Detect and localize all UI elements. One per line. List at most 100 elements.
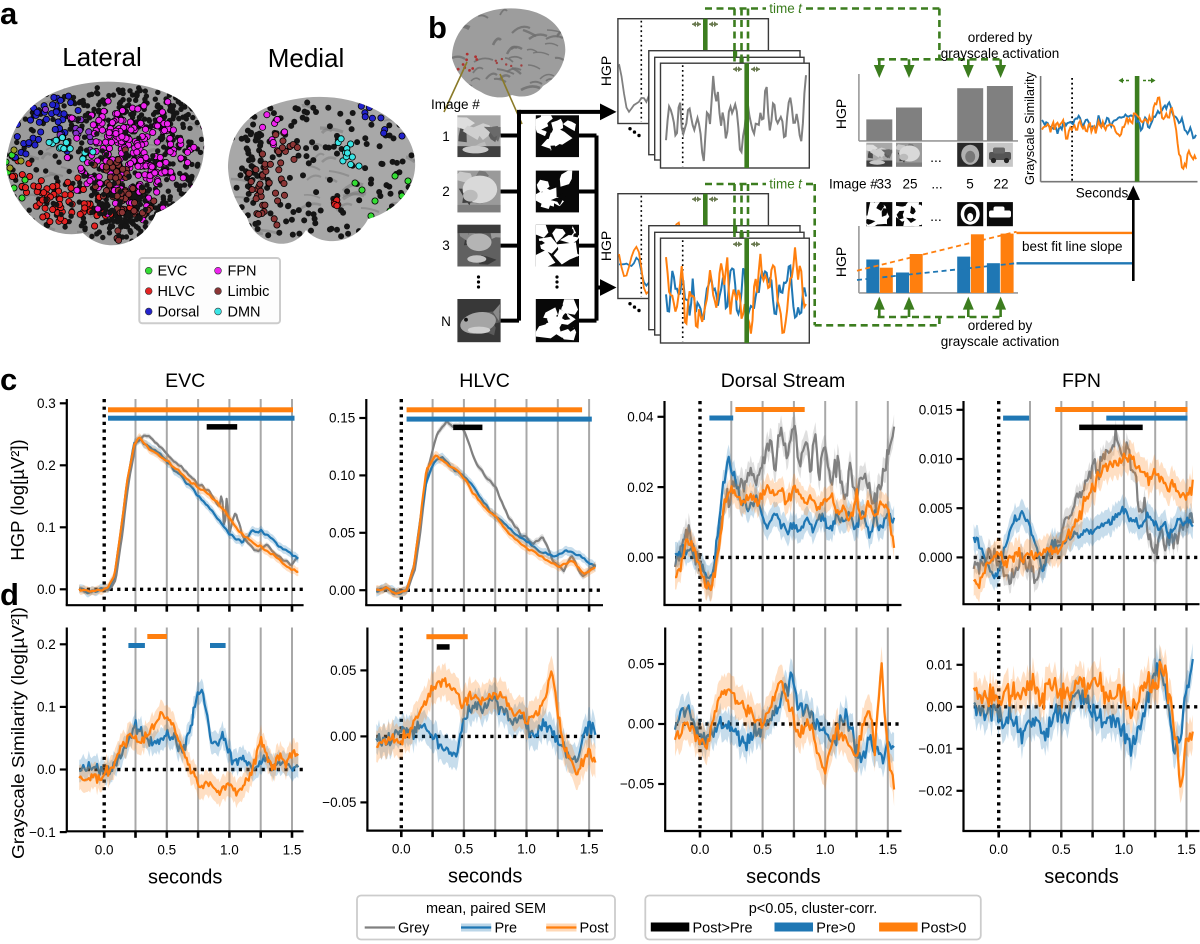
svg-text:−0.02: −0.02 — [918, 784, 952, 799]
svg-text:d: d — [0, 577, 19, 612]
svg-text:Grey: Grey — [398, 921, 430, 937]
svg-text:0.00: 0.00 — [627, 550, 653, 565]
svg-text:ordered by: ordered by — [968, 30, 1033, 45]
svg-text:0.05: 0.05 — [330, 663, 356, 678]
svg-text:−0.05: −0.05 — [322, 795, 356, 810]
svg-text:Post: Post — [580, 921, 609, 937]
svg-text:2: 2 — [442, 184, 450, 199]
svg-text:−0.1: −0.1 — [29, 825, 56, 840]
svg-text:...: ... — [930, 208, 942, 224]
svg-text:EVC: EVC — [165, 370, 205, 392]
svg-text:0.0: 0.0 — [691, 842, 710, 857]
svg-text:Dorsal: Dorsal — [158, 305, 200, 321]
svg-text:0.0: 0.0 — [392, 842, 411, 857]
svg-text:0.05: 0.05 — [329, 526, 355, 541]
svg-text:Dorsal Stream: Dorsal Stream — [721, 370, 846, 392]
svg-text:HGP: HGP — [598, 231, 614, 261]
svg-text:0.000: 0.000 — [919, 550, 953, 565]
svg-text:0.00: 0.00 — [926, 700, 952, 715]
svg-text:5: 5 — [966, 177, 974, 192]
svg-text:0.010: 0.010 — [919, 452, 953, 467]
svg-text:HLVC: HLVC — [459, 370, 510, 392]
svg-text:1.5: 1.5 — [878, 842, 897, 857]
svg-text:3: 3 — [442, 238, 450, 253]
svg-text:HGP: HGP — [833, 247, 849, 277]
svg-text:0.00: 0.00 — [330, 729, 356, 744]
svg-text:Image #: Image # — [829, 177, 878, 192]
svg-text:0.2: 0.2 — [37, 458, 56, 473]
svg-text:Grayscale Similarity (log[µV²]: Grayscale Similarity (log[µV²]) — [8, 607, 28, 859]
svg-text:0.0: 0.0 — [37, 582, 56, 597]
svg-text:Medial: Medial — [268, 43, 345, 73]
svg-text:1.5: 1.5 — [1177, 842, 1196, 857]
svg-text:1.0: 1.0 — [1115, 842, 1134, 857]
svg-text:0.015: 0.015 — [919, 403, 953, 418]
svg-text:1.5: 1.5 — [283, 842, 302, 857]
svg-text:0.5: 0.5 — [157, 842, 176, 857]
svg-text:−0.01: −0.01 — [918, 742, 952, 757]
svg-text:0.5: 0.5 — [1052, 842, 1071, 857]
svg-text:1.5: 1.5 — [580, 842, 599, 857]
svg-text:0.00: 0.00 — [628, 717, 654, 732]
svg-text:DMN: DMN — [228, 305, 261, 321]
svg-text:0.15: 0.15 — [329, 411, 355, 426]
svg-text:a: a — [0, 0, 18, 31]
svg-text:Seconds: Seconds — [1076, 186, 1129, 201]
svg-text:Grayscale Similarity: Grayscale Similarity — [1022, 72, 1037, 185]
svg-text:FPN: FPN — [1062, 370, 1101, 392]
svg-text:0.1: 0.1 — [37, 700, 56, 715]
svg-text:HGP: HGP — [598, 56, 614, 86]
svg-text:Post>0: Post>0 — [921, 921, 967, 937]
svg-text:t: t — [798, 177, 803, 192]
svg-text:25: 25 — [902, 177, 917, 192]
svg-text:seconds: seconds — [148, 866, 223, 888]
svg-text:b: b — [428, 10, 447, 45]
svg-text:Image #: Image # — [431, 97, 480, 112]
svg-text:Post>Pre: Post>Pre — [693, 921, 753, 937]
svg-text:0.0: 0.0 — [95, 842, 114, 857]
svg-text:t: t — [798, 1, 803, 16]
svg-text:22: 22 — [993, 177, 1008, 192]
svg-text:seconds: seconds — [448, 866, 523, 888]
svg-text:1.0: 1.0 — [517, 842, 536, 857]
svg-text:0.5: 0.5 — [455, 842, 474, 857]
svg-text:c: c — [0, 362, 17, 397]
svg-text:...: ... — [931, 177, 942, 192]
svg-text:...: ... — [930, 149, 942, 165]
svg-text:N: N — [441, 314, 451, 329]
svg-text:time: time — [769, 1, 795, 16]
svg-text:0.1: 0.1 — [37, 520, 56, 535]
svg-text:FPN: FPN — [228, 264, 257, 280]
svg-text:grayscale activation: grayscale activation — [941, 46, 1060, 61]
svg-text:HGP: HGP — [833, 99, 849, 129]
svg-text:1.0: 1.0 — [816, 842, 835, 857]
svg-text:0.00: 0.00 — [329, 583, 355, 598]
svg-text:0.0: 0.0 — [989, 842, 1008, 857]
svg-text:33: 33 — [876, 177, 891, 192]
svg-text:Limbic: Limbic — [228, 284, 270, 300]
svg-text:0.3: 0.3 — [37, 396, 56, 411]
svg-text:Lateral: Lateral — [62, 42, 142, 72]
svg-text:ordered by: ordered by — [968, 318, 1033, 333]
svg-text:HGP (log[µV²]): HGP (log[µV²]) — [7, 439, 28, 560]
svg-text:seconds: seconds — [746, 866, 821, 888]
svg-text:Pre: Pre — [495, 921, 518, 937]
svg-text:0.02: 0.02 — [627, 480, 653, 495]
svg-text:1.0: 1.0 — [220, 842, 239, 857]
svg-text:0.005: 0.005 — [919, 501, 953, 516]
svg-text:0.01: 0.01 — [926, 658, 952, 673]
svg-text:0.2: 0.2 — [37, 637, 56, 652]
svg-text:mean, paired SEM: mean, paired SEM — [426, 901, 546, 917]
svg-text:0.0: 0.0 — [37, 762, 56, 777]
svg-text:0.05: 0.05 — [628, 657, 654, 672]
svg-text:EVC: EVC — [158, 264, 188, 280]
svg-text:p<0.05, cluster-corr.: p<0.05, cluster-corr. — [749, 901, 878, 917]
svg-text:time: time — [769, 177, 795, 192]
svg-text:best fit line slope: best fit line slope — [1022, 239, 1123, 254]
svg-text:Pre>0: Pre>0 — [816, 921, 855, 937]
svg-text:seconds: seconds — [1044, 866, 1119, 888]
svg-text:1: 1 — [442, 129, 450, 144]
svg-text:0.10: 0.10 — [329, 468, 355, 483]
svg-text:HLVC: HLVC — [158, 284, 196, 300]
svg-text:0.04: 0.04 — [627, 410, 654, 425]
